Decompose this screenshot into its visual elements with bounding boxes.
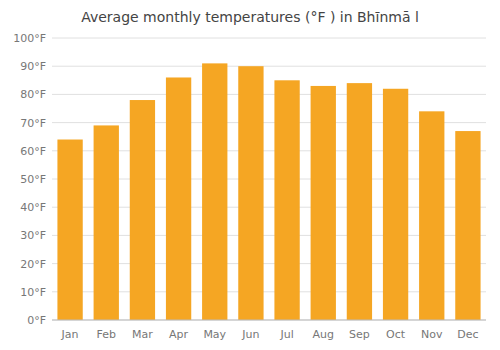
bar — [166, 77, 191, 320]
bar — [347, 83, 372, 320]
chart: Average monthly temperatures (°F ) in Bh… — [0, 0, 500, 350]
bar — [419, 111, 444, 320]
y-tick-label: 100°F — [13, 32, 46, 45]
bar — [383, 89, 408, 320]
bar — [94, 125, 119, 320]
bars — [57, 63, 480, 320]
bar — [238, 66, 263, 320]
bar — [202, 63, 227, 320]
x-tick-label: Jan — [61, 328, 79, 341]
y-tick-label: 0°F — [27, 314, 46, 327]
x-tick-label: Jun — [241, 328, 259, 341]
bar — [130, 100, 155, 320]
x-tick-label: Aug — [313, 328, 334, 341]
y-tick-label: 50°F — [20, 173, 46, 186]
y-tick-label: 10°F — [20, 286, 46, 299]
grid-line — [52, 66, 486, 67]
x-tick-label: Apr — [169, 328, 189, 341]
grid-line — [52, 38, 486, 39]
chart-container: Average monthly temperatures (°F ) in Bh… — [0, 0, 500, 350]
bar — [311, 86, 336, 320]
bar — [57, 140, 82, 320]
x-tick-label: Mar — [132, 328, 153, 341]
x-tick-label: Dec — [457, 328, 478, 341]
grid-line — [52, 94, 486, 95]
y-tick-label: 70°F — [20, 117, 46, 130]
x-axis-line — [52, 320, 486, 321]
y-tick-label: 90°F — [20, 60, 46, 73]
bar — [274, 80, 299, 320]
x-tick-label: May — [203, 328, 226, 341]
grid-line — [52, 320, 486, 321]
y-tick-label: 40°F — [20, 201, 46, 214]
y-axis: 0°F 10°F 20°F 30°F 40°F 50°F 60°F 70°F 80°F 90°F 1… — [13, 32, 486, 327]
bar — [455, 131, 480, 320]
y-tick-label: 60°F — [20, 145, 46, 158]
x-tick-label: Jul — [279, 328, 293, 341]
x-tick-label: Nov — [421, 328, 443, 341]
x-tick-label: Feb — [97, 328, 116, 341]
title: Average monthly temperatures (°F ) in Bh… — [81, 9, 419, 25]
x-axis: Jan Feb Mar Apr May Jun Jul Aug Sep Oct Nov Dec — [61, 328, 479, 341]
x-tick-label: Oct — [386, 328, 406, 341]
y-tick-label: 30°F — [20, 229, 46, 242]
x-tick-label: Sep — [349, 328, 370, 341]
y-tick-label: 20°F — [20, 258, 46, 271]
y-tick-label: 80°F — [20, 88, 46, 101]
